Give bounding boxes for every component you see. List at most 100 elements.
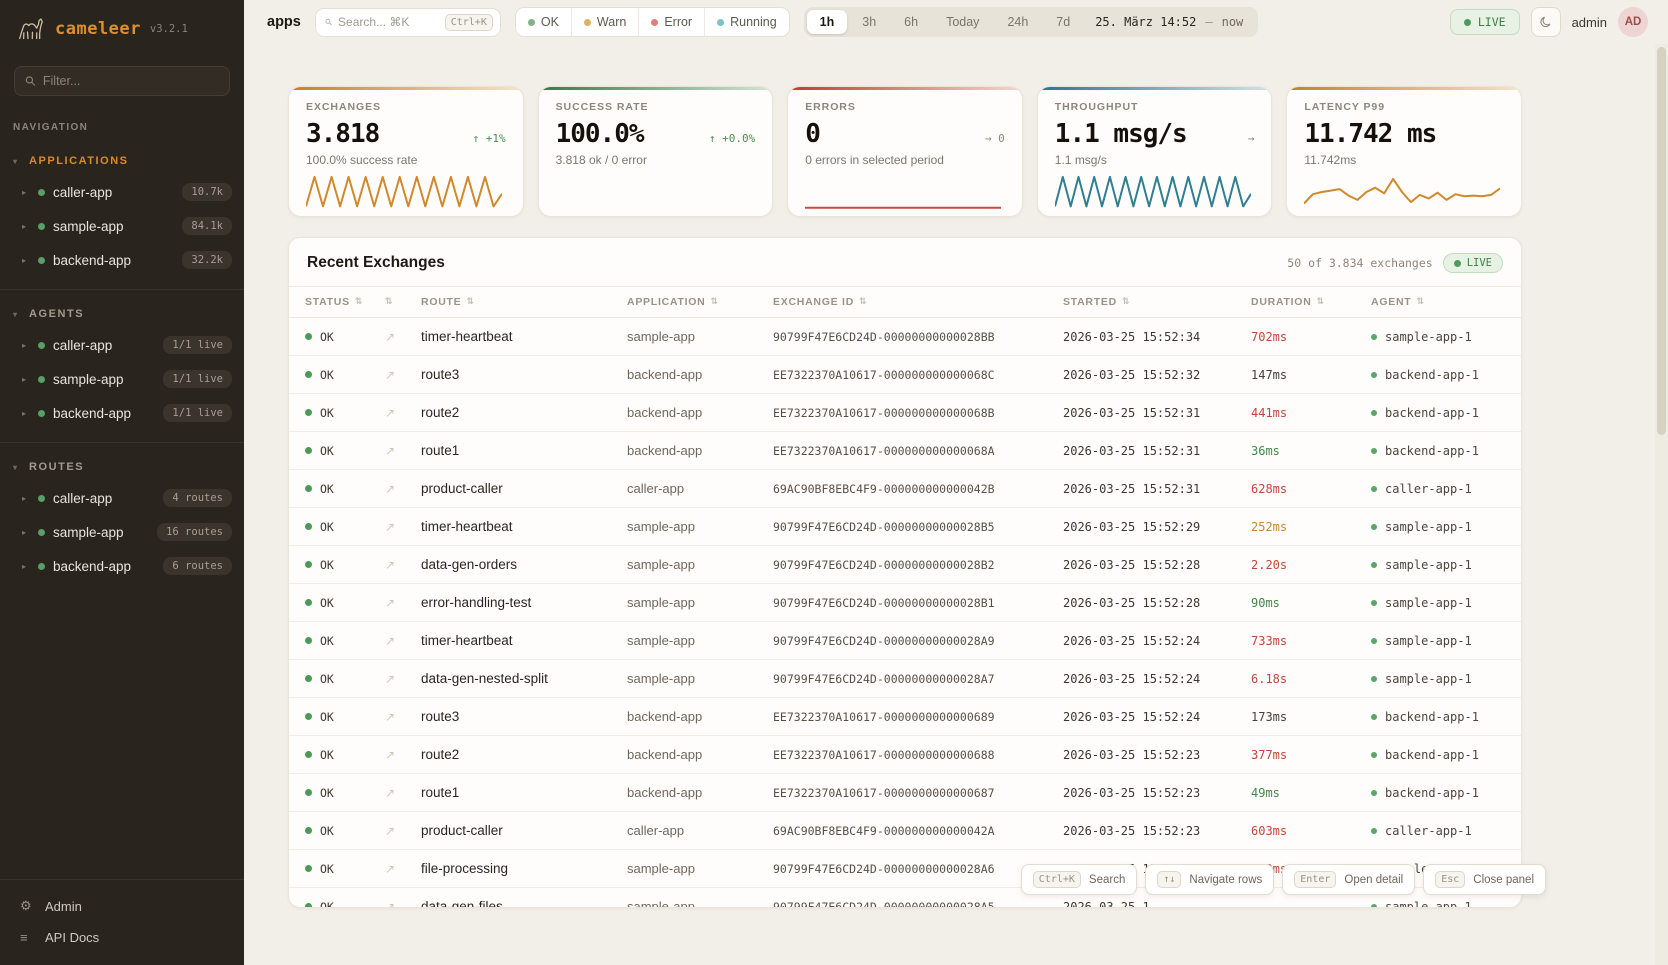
table-row[interactable]: OK ↗ route3 backend-app EE7322370A10617-… (289, 698, 1521, 736)
filter-input[interactable] (42, 74, 219, 88)
open-exchange-icon[interactable]: ↗ (385, 481, 396, 496)
kpi-card-latency-p99[interactable]: LATENCY P99 11.742 ms 11.742ms (1286, 86, 1522, 217)
sidebar-footer-api-docs[interactable]: ≡ API Docs (20, 930, 100, 945)
exchange-id-cell: 90799F47E6CD24D-00000000000028B2 (773, 557, 995, 572)
column-header-exchange-id[interactable]: EXCHANGE ID ⇅ (773, 296, 868, 308)
table-row[interactable]: OK ↗ route3 backend-app EE7322370A10617-… (289, 356, 1521, 394)
global-search[interactable]: Ctrl+K (314, 7, 501, 37)
table-row[interactable]: OK ↗ route2 backend-app EE7322370A10617-… (289, 394, 1521, 432)
sidebar-item-sample-app[interactable]: ▸ sample-app 16 routes (0, 515, 244, 549)
table-row[interactable]: OK ↗ product-caller caller-app 69AC90BF8… (289, 812, 1521, 850)
column-header-link[interactable]: ⇅ (385, 288, 421, 316)
range-today[interactable]: Today (946, 15, 980, 29)
keyboard-hints: Ctrl+K Search ↑↓ Navigate rows Enter Ope… (1020, 864, 1546, 895)
ok-dot-icon (305, 827, 312, 834)
duration-cell: 2.20s (1251, 557, 1288, 572)
table-row[interactable]: OK ↗ timer-heartbeat sample-app 90799F47… (289, 508, 1521, 546)
kpi-card-throughput[interactable]: THROUGHPUT 1.1 msg/s → 1.1 msg/s (1036, 86, 1273, 217)
range-24h[interactable]: 24h (1007, 15, 1029, 29)
agent-cell: backend-app-1 (1371, 737, 1521, 773)
card-accent-bar (1037, 87, 1272, 90)
open-exchange-icon[interactable]: ↗ (385, 785, 396, 800)
agent-cell: backend-app-1 (1371, 775, 1521, 811)
duration-cell: 36ms (1251, 443, 1280, 458)
open-exchange-icon[interactable]: ↗ (385, 595, 396, 610)
chevron-right-icon: ▸ (22, 255, 27, 265)
sidebar-item-sample-app[interactable]: ▸ sample-app 84.1k (0, 209, 244, 243)
table-row[interactable]: OK ↗ product-caller caller-app 69AC90BF8… (289, 470, 1521, 508)
kpi-card-success-rate[interactable]: SUCCESS RATE 100.0% ↑ +0.0% 3.818 ok / 0… (537, 86, 774, 217)
sidebar-item-backend-app[interactable]: ▸ backend-app 6 routes (0, 549, 244, 583)
kpi-title: ERRORS (805, 101, 856, 113)
open-exchange-icon[interactable]: ↗ (385, 443, 396, 458)
open-exchange-icon[interactable]: ↗ (385, 519, 396, 534)
sidebar-item-backend-app[interactable]: ▸ backend-app 32.2k (0, 243, 244, 277)
column-header-started[interactable]: STARTED ⇅ (1063, 296, 1131, 308)
duration-cell: 628ms (1251, 481, 1288, 496)
column-header-application[interactable]: APPLICATION ⇅ (627, 296, 719, 308)
open-exchange-icon[interactable]: ↗ (385, 671, 396, 686)
open-exchange-icon[interactable]: ↗ (385, 823, 396, 838)
agent-cell: sample-app-1 (1371, 889, 1521, 907)
sidebar-item-badge: 1/1 live (163, 336, 232, 354)
table-row[interactable]: OK ↗ timer-heartbeat sample-app 90799F47… (289, 318, 1521, 356)
column-header-route[interactable]: ROUTE ⇅ (421, 296, 475, 308)
status-filter-warn[interactable]: Warn (570, 8, 638, 36)
agent-dot-icon (1371, 675, 1377, 682)
range-7d[interactable]: 7d (1056, 15, 1071, 29)
kbd-chip: Ctrl+K (1032, 871, 1081, 888)
kpi-card-exchanges[interactable]: EXCHANGES 3.818 ↑ +1% 100.0% success rat… (288, 86, 524, 217)
table-row[interactable]: OK ↗ timer-heartbeat sample-app 90799F47… (289, 622, 1521, 660)
search-input[interactable] (338, 15, 439, 29)
column-header-status[interactable]: STATUS ⇅ (305, 296, 364, 308)
open-exchange-icon[interactable]: ↗ (385, 367, 396, 382)
exchange-id-cell: EE7322370A10617-0000000000000687 (773, 785, 995, 800)
range-6h[interactable]: 6h (904, 15, 919, 29)
agent-dot-icon (1371, 409, 1377, 416)
agent-dot-icon (1371, 333, 1377, 340)
column-header-agent[interactable]: AGENT ⇅ (1371, 296, 1425, 308)
sidebar-item-sample-app[interactable]: ▸ sample-app 1/1 live (0, 362, 244, 396)
open-exchange-icon[interactable]: ↗ (385, 899, 396, 908)
sidebar-footer-admin[interactable]: ⚙ Admin (20, 898, 82, 914)
table-row[interactable]: OK ↗ data-gen-orders sample-app 90799F47… (289, 546, 1521, 584)
sidebar-section-header[interactable]: ▾ ROUTES (13, 461, 85, 473)
sidebar-item-caller-app[interactable]: ▸ caller-app 10.7k (0, 175, 244, 209)
ok-dot-icon (305, 789, 312, 796)
status-filter-running[interactable]: Running (704, 8, 789, 36)
scrollbar-thumb[interactable] (1657, 47, 1666, 435)
status-filter-error[interactable]: Error (638, 8, 704, 36)
open-exchange-icon[interactable]: ↗ (385, 557, 396, 572)
open-exchange-icon[interactable]: ↗ (385, 861, 396, 876)
table-row[interactable]: OK ↗ route2 backend-app EE7322370A10617-… (289, 736, 1521, 774)
range-3h[interactable]: 3h (862, 15, 877, 29)
sidebar-item-caller-app[interactable]: ▸ caller-app 1/1 live (0, 328, 244, 362)
status-filter-ok[interactable]: OK (516, 8, 571, 36)
dark-mode-toggle[interactable] (1530, 7, 1561, 37)
open-exchange-icon[interactable]: ↗ (385, 633, 396, 648)
open-exchange-icon[interactable]: ↗ (385, 329, 396, 344)
table-row[interactable]: OK ↗ route1 backend-app EE7322370A10617-… (289, 432, 1521, 470)
table-row[interactable]: OK ↗ error-handling-test sample-app 9079… (289, 584, 1521, 622)
table-row[interactable]: OK ↗ route1 backend-app EE7322370A10617-… (289, 774, 1521, 812)
logo[interactable]: cameleer v3.2.1 (0, 0, 244, 56)
avatar[interactable]: AD (1618, 7, 1648, 37)
sidebar-item-backend-app[interactable]: ▸ backend-app 1/1 live (0, 396, 244, 430)
application-cell: backend-app (627, 405, 703, 420)
hint-navigate-rows: ↑↓ Navigate rows (1145, 864, 1275, 895)
table-row[interactable]: OK ↗ data-gen-nested-split sample-app 90… (289, 660, 1521, 698)
kpi-card-errors[interactable]: ERRORS 0 → 0 0 errors in selected period (787, 86, 1023, 217)
open-exchange-icon[interactable]: ↗ (385, 709, 396, 724)
sidebar-section-header[interactable]: ▾ APPLICATIONS (13, 155, 129, 167)
sidebar-item-caller-app[interactable]: ▸ caller-app 4 routes (0, 481, 244, 515)
sidebar-filter[interactable] (14, 66, 230, 96)
live-toggle[interactable]: LIVE (1449, 9, 1520, 35)
open-exchange-icon[interactable]: ↗ (385, 747, 396, 762)
column-header-duration[interactable]: DURATION ⇅ (1251, 296, 1325, 308)
sidebar-section-header[interactable]: ▾ AGENTS (13, 308, 85, 320)
health-dot-icon (38, 222, 45, 230)
open-exchange-icon[interactable]: ↗ (385, 405, 396, 420)
table-row[interactable]: OK ↗ data-gen-files sample-app 90799F47E… (289, 888, 1521, 908)
page-scrollbar[interactable] (1655, 44, 1668, 965)
range-1h[interactable]: 1h (806, 10, 848, 34)
